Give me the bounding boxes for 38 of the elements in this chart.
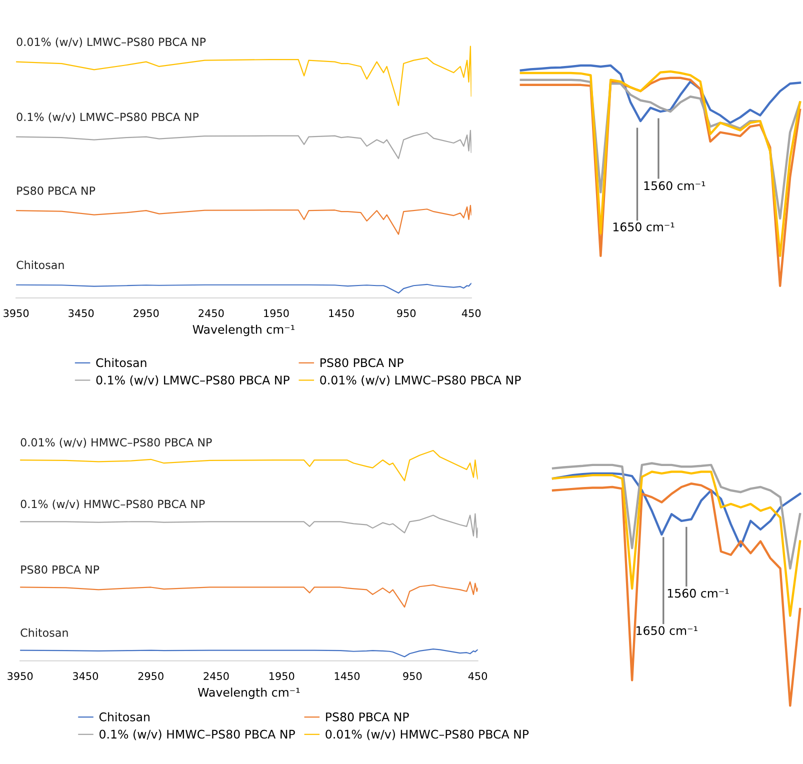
annotation: 1560 cm⁻¹ (668, 588, 729, 598)
text: 0.1% (w/v) HMWC–PS80 PBCA NP (20, 500, 205, 510)
x-tick-label: 3450 (68, 309, 94, 318)
text: 0.1% (w/v) LMWC–PS80 PBCA NP (16, 112, 199, 122)
x-tick-label: 2450 (204, 672, 229, 680)
legend-label: Chitosan (99, 712, 150, 722)
annotation: 1650 cm⁻¹ (636, 626, 698, 636)
annotation: 1560 cm⁻¹ (644, 181, 706, 190)
x-tick-label: 1450 (334, 672, 360, 680)
x-tick-label: 2950 (138, 672, 164, 680)
x-axis-title: Wavelength cm⁻¹ (192, 324, 294, 336)
x-tick-label: 450 (462, 309, 481, 318)
x-tick-label: 3950 (4, 309, 29, 318)
text: 0.01% (w/v) LMWC–PS80 PBCA NP (16, 37, 206, 48)
x-tick-label: 3950 (8, 672, 33, 680)
x-tick-label: 1950 (270, 672, 294, 680)
legend-label: Chitosan (96, 358, 146, 368)
x-tick-label: 450 (468, 672, 488, 680)
x-tick-label: 1450 (329, 309, 354, 318)
x-tick-label: 950 (403, 672, 422, 680)
text: Chitosan (16, 260, 64, 270)
annotation: 1650 cm⁻¹ (613, 222, 674, 232)
legend-label: PS80 PBCA NP (320, 358, 404, 368)
x-axis-title: Wavelength cm⁻¹ (198, 688, 300, 700)
legend-label: PS80 PBCA NP (326, 712, 409, 722)
x-tick-label: 950 (397, 309, 416, 318)
x-tick-label: 2950 (134, 309, 159, 318)
text: Chitosan (20, 628, 68, 637)
x-tick-label: 3450 (73, 672, 98, 680)
legend-label: 0.01% (w/v) HMWC–PS80 PBCA NP (326, 730, 529, 740)
legend-label: 0.1% (w/v) LMWC–PS80 PBCA NP (96, 375, 290, 386)
legend-label: 0.1% (w/v) HMWC–PS80 PBCA NP (100, 730, 295, 740)
x-tick-label: 1950 (264, 309, 289, 318)
text: PS80 PBCA NP (17, 186, 96, 195)
text: 0.01% (w/v) HMWC–PS80 PBCA NP (20, 438, 212, 448)
legend-label: 0.01% (w/v) LMWC–PS80 PBCA NP (320, 375, 521, 386)
x-tick-label: 2450 (198, 309, 224, 318)
text: PS80 PBCA NP (21, 565, 100, 574)
